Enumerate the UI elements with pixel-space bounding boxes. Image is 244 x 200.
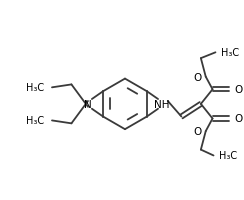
Text: N: N [84, 99, 92, 109]
Text: O: O [234, 114, 242, 124]
Text: H₃C: H₃C [221, 48, 239, 58]
Text: O: O [193, 126, 202, 136]
Text: O: O [193, 72, 202, 82]
Text: H₃C: H₃C [219, 151, 237, 161]
Text: O: O [234, 85, 242, 95]
Text: NH: NH [154, 99, 170, 109]
Text: H₃C: H₃C [26, 116, 44, 126]
Text: H₃C: H₃C [26, 83, 44, 93]
